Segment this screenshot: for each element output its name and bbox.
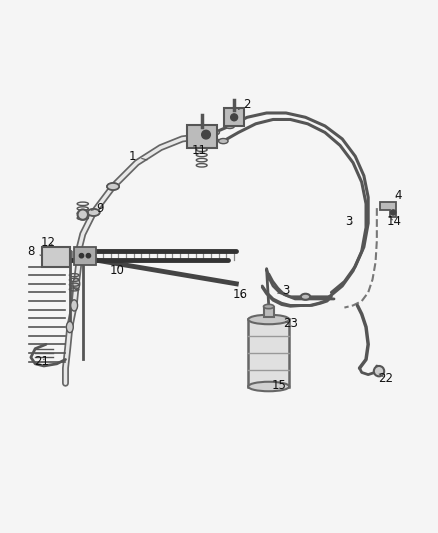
Text: 10: 10 <box>110 264 125 277</box>
Text: 4: 4 <box>395 189 402 201</box>
Bar <box>264 306 274 317</box>
Text: 23: 23 <box>283 317 298 330</box>
Ellipse shape <box>71 300 78 311</box>
Text: 16: 16 <box>232 288 247 301</box>
Ellipse shape <box>248 382 289 391</box>
Ellipse shape <box>210 130 219 135</box>
Text: 22: 22 <box>378 372 393 385</box>
Ellipse shape <box>107 183 119 190</box>
Ellipse shape <box>248 314 289 324</box>
Bar <box>248 319 289 386</box>
Circle shape <box>79 254 84 258</box>
Text: 3: 3 <box>278 284 290 297</box>
Circle shape <box>78 209 88 220</box>
FancyBboxPatch shape <box>74 247 96 265</box>
Text: 2: 2 <box>238 98 251 111</box>
Text: 3: 3 <box>345 215 353 228</box>
Ellipse shape <box>225 123 235 128</box>
Circle shape <box>374 366 384 376</box>
FancyBboxPatch shape <box>187 125 217 149</box>
Text: 21: 21 <box>34 355 49 368</box>
Ellipse shape <box>88 209 100 216</box>
Text: 9: 9 <box>92 201 104 215</box>
Circle shape <box>202 130 210 139</box>
Polygon shape <box>42 247 70 266</box>
Text: 12: 12 <box>41 236 56 249</box>
Circle shape <box>231 114 237 121</box>
Ellipse shape <box>301 294 310 300</box>
Text: 8: 8 <box>27 245 42 258</box>
Ellipse shape <box>219 139 228 144</box>
Circle shape <box>86 254 91 258</box>
Ellipse shape <box>107 183 119 190</box>
Ellipse shape <box>264 304 274 309</box>
Text: 14: 14 <box>387 215 402 229</box>
Text: 1: 1 <box>129 150 147 163</box>
Circle shape <box>391 210 396 215</box>
Ellipse shape <box>66 321 73 333</box>
Text: 15: 15 <box>271 379 286 392</box>
Ellipse shape <box>203 136 213 142</box>
FancyBboxPatch shape <box>224 108 244 126</box>
Ellipse shape <box>88 209 100 216</box>
Text: 11: 11 <box>192 144 207 157</box>
Ellipse shape <box>73 278 80 289</box>
Polygon shape <box>380 201 396 217</box>
